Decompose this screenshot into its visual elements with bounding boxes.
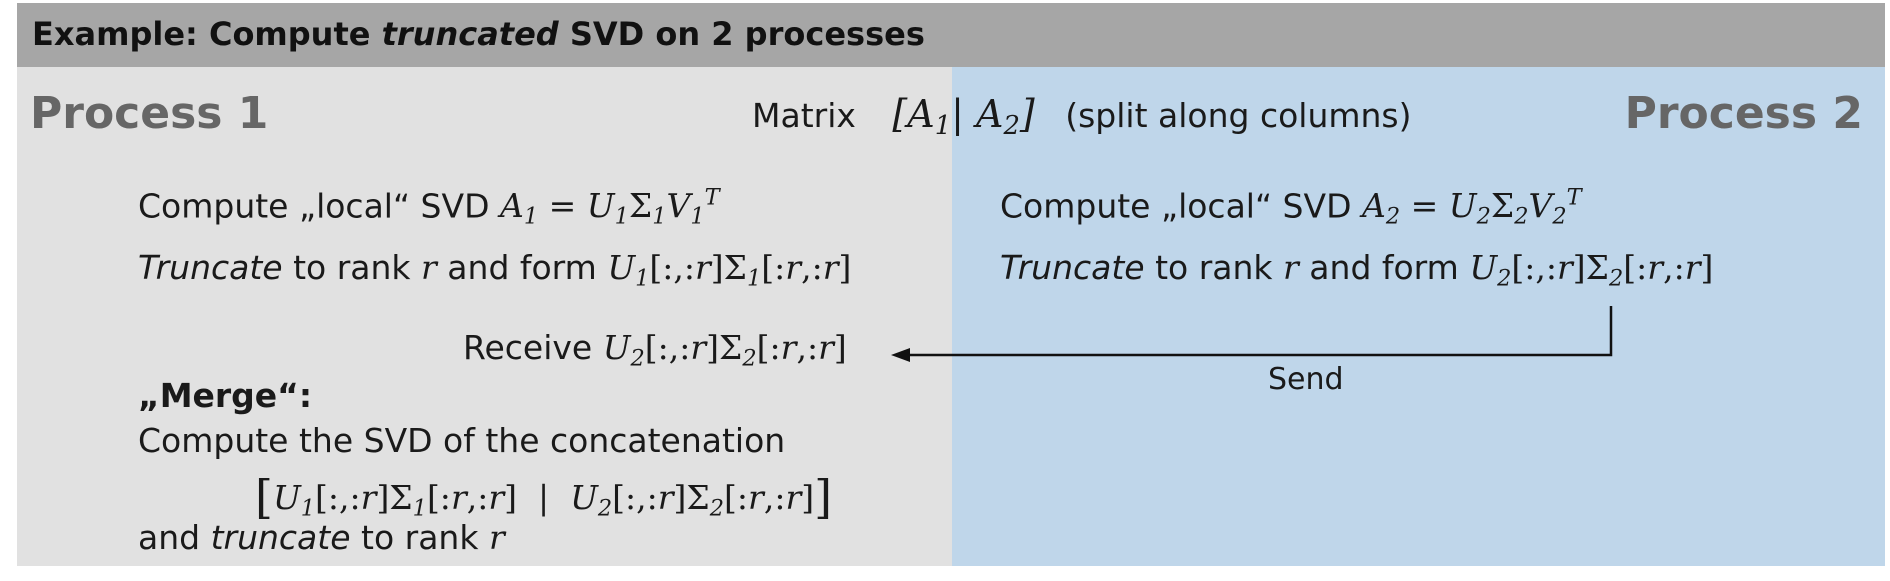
right-truncated-formula: U2[:,:r]Σ2[:r,:r] bbox=[1469, 248, 1714, 292]
process-2-panel bbox=[952, 67, 1885, 566]
process-1-panel bbox=[17, 67, 952, 566]
left-svd-formula: A1 = U1Σ1V1T bbox=[499, 185, 720, 230]
left-truncate-line: Truncate to rank r and form U1[:,:r]Σ1[:… bbox=[138, 248, 852, 292]
right-truncate-line: Truncate to rank r and form U2[:,:r]Σ2[:… bbox=[1000, 248, 1714, 292]
matrix-formula: [A1| A2] bbox=[892, 92, 1035, 142]
left-compute-line: Compute „local“ SVD A1 = U1Σ1V1T bbox=[138, 185, 720, 230]
matrix-note: (split along columns) bbox=[1065, 96, 1412, 135]
right-compute-line: Compute „local“ SVD A2 = U2Σ2V2T bbox=[1000, 185, 1582, 230]
right-svd-formula: A2 = U2Σ2V2T bbox=[1361, 185, 1582, 230]
process-2-label: Process 2 bbox=[1624, 88, 1863, 139]
merge-concatenation-formula: [U1[:,:r]Σ1[:r,:r] | U2[:,:r]Σ2[:r,:r]] bbox=[255, 470, 833, 524]
merge-title: „Merge“: bbox=[138, 376, 313, 415]
left-truncated-formula: U1[:,:r]Σ1[:r,:r] bbox=[607, 248, 852, 292]
merge-line-1: Compute the SVD of the concatenation bbox=[138, 421, 786, 460]
receive-line: Receive U2[:,:r]Σ2[:r,:r] bbox=[463, 328, 847, 372]
header-title: Example: Compute truncated SVD on 2 proc… bbox=[32, 15, 925, 53]
merge-line-3: and truncate to rank r bbox=[138, 518, 505, 557]
send-arrow-head bbox=[891, 348, 910, 362]
received-formula: U2[:,:r]Σ2[:r,:r] bbox=[602, 328, 847, 372]
matrix-line: Matrix [A1| A2] (split along columns) bbox=[752, 92, 1412, 141]
matrix-label: Matrix bbox=[752, 96, 856, 135]
process-1-label: Process 1 bbox=[30, 88, 269, 139]
header-bar bbox=[17, 3, 1885, 67]
send-arrow-line bbox=[905, 306, 1613, 357]
send-label: Send bbox=[1268, 362, 1344, 397]
